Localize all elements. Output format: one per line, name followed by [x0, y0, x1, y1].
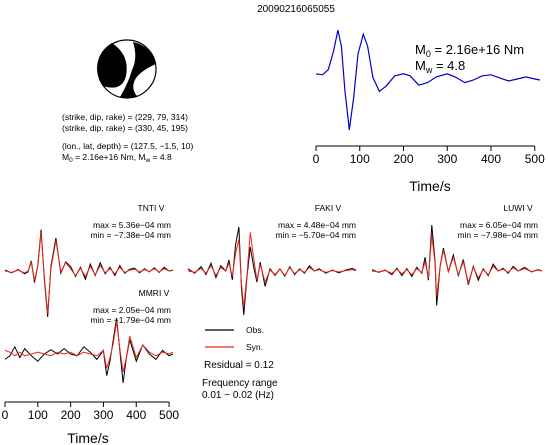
station-min-luwi: min = −7.98e−04 mm — [457, 230, 538, 240]
beachball-mechanism — [97, 39, 157, 99]
mmri-x-label: Time/s — [67, 430, 108, 445]
observed-trace — [4, 229, 174, 318]
stf-annotation-m0: M0 = 2.16e+16 Nm — [415, 42, 524, 59]
tick-label: 0 — [313, 152, 320, 166]
station-max-faki: max = 4.48e−04 mm — [278, 220, 356, 230]
tick-label: 300 — [93, 408, 113, 422]
waveform-mmri — [4, 317, 174, 383]
station-min-faki: min = −5.70e−04 mm — [275, 230, 356, 240]
tick-label: 300 — [437, 152, 457, 166]
tick-label: 200 — [393, 152, 413, 166]
observed-trace — [187, 226, 357, 316]
synthetic-trace — [4, 232, 174, 314]
tick-label: 0 — [2, 408, 9, 422]
tick-label: 500 — [525, 152, 545, 166]
stf-x-axis: 0 100 200 300 400 500 — [313, 145, 545, 166]
waveform-luwi — [371, 224, 543, 306]
legend: Obs. Syn. Residual = 0.12 Frequency rang… — [202, 325, 278, 401]
station-label-faki: FAKI V — [315, 203, 342, 213]
station-label-tnti: TNTI V — [138, 203, 165, 213]
frequency-title: Frequency range — [202, 378, 278, 389]
waveform-faki — [187, 226, 357, 316]
station-label-luwi: LUWI V — [503, 203, 533, 213]
tick-label: 500 — [159, 408, 179, 422]
event-id: 20090216065055 — [257, 4, 335, 15]
tick-label: 100 — [28, 408, 48, 422]
stf-chart: 0 100 200 300 400 500 Time/s M0 = 2.16e+16 Nm… — [313, 29, 545, 194]
synthetic-trace — [187, 232, 357, 308]
focal-line-4: M0 = 2.16e+16 Nm, Mw = 4.8 — [62, 152, 172, 164]
focal-line-2: (strike, dip, rake) = (330, 45, 195) — [62, 123, 188, 133]
frequency-range: 0.01 − 0.02 (Hz) — [202, 390, 274, 401]
synthetic-trace — [4, 321, 174, 373]
tick-label: 100 — [350, 152, 370, 166]
station-min-tnti: min = −7.38e−04 mm — [90, 230, 171, 240]
stf-annotation-mw: Mw = 4.8 — [415, 58, 465, 75]
residual-text: Residual = 0.12 — [204, 360, 274, 371]
legend-syn-label: Syn. — [246, 342, 263, 352]
synthetic-trace — [371, 235, 543, 297]
tick-label: 400 — [126, 408, 146, 422]
beachball-quadrant-right — [120, 42, 156, 98]
waveform-tnti — [4, 229, 174, 318]
station-max-luwi: max = 6.05e−04 mm — [460, 220, 538, 230]
tick-label: 400 — [481, 152, 501, 166]
station-label-mmri: MMRI V — [139, 288, 170, 298]
legend-obs-label: Obs. — [246, 325, 264, 335]
focal-line-1: (strike, dip, rake) = (229, 79, 314) — [62, 112, 188, 122]
station-max-mmri: max = 2.05e−04 mm — [93, 305, 171, 315]
focal-line-3: (lon., lat, depth) = (127.5, −1.5, 10) — [62, 141, 194, 151]
stf-series-line — [315, 29, 541, 130]
tick-label: 200 — [61, 408, 81, 422]
beachball-quadrant-left — [97, 43, 127, 88]
station-min-mmri: min = −1.79e−04 mm — [90, 315, 171, 325]
stf-x-label: Time/s — [409, 178, 450, 194]
station-max-tnti: max = 5.36e−04 mm — [93, 220, 171, 230]
mmri-x-axis: 0 100 200 300 400 500 — [2, 401, 179, 422]
